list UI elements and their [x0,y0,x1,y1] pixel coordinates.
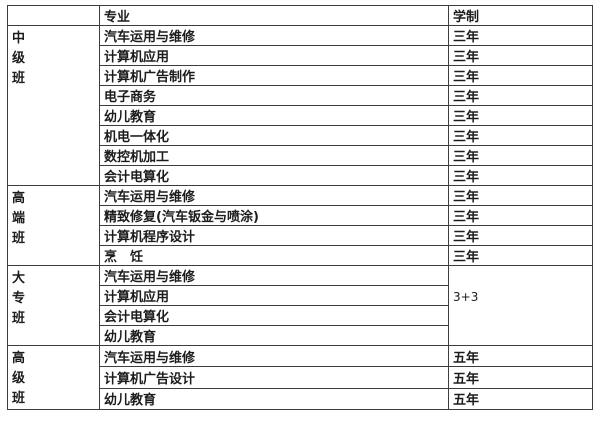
section-label-junior-college-class: 大 专 班 [7,265,100,346]
major-cell: 计算机广告制作 [99,65,449,86]
section-label-char: 高 [12,351,26,366]
duration-cell: 三年 [448,225,593,246]
section-label-char: 级 [12,371,26,386]
duration-cell: 三年 [448,245,593,266]
header-row: 专业 学制 [7,5,593,26]
major-cell: 烹 饪 [99,245,449,266]
table-row: 高 端 班 汽车运用与维修 三年 [7,185,593,266]
table-row: 会计电算化 [8,305,593,326]
section-label-char: 端 [12,211,26,226]
corner-cell [7,5,100,26]
major-cell: 精致修复(汽车钣金与喷涂) [99,205,449,226]
section-label-intermediate-class: 中 级 班 [7,25,100,186]
major-cell: 幼儿教育 [99,387,449,411]
duration-cell: 三年 [448,65,593,86]
duration-cell: 五年 [448,344,593,368]
duration-cell: 三年 [448,145,593,166]
table-row: 烹 饪 三年 [8,245,593,266]
major-cell: 幼儿教育 [99,325,449,346]
table-row: 机电一体化 三年 [8,125,593,146]
section-label-char: 班 [12,391,26,406]
major-cell: 计算机程序设计 [99,225,449,246]
section-label-char: 班 [12,231,26,246]
duration-cell: 三年 [448,25,593,46]
table-row: 计算机广告设计 五年 [8,366,593,389]
duration-cell: 五年 [448,387,593,411]
section-label-char: 高 [12,191,26,206]
duration-cell: 三年 [448,165,593,186]
duration-cell: 三年 [448,185,593,206]
section-label-char: 级 [12,51,26,66]
major-cell: 汽车运用与维修 [99,25,449,46]
programs-table: 专业 学制 中 级 班 汽车运用与维修 三年 计算机应用 三年 计算机广告制作 [7,5,593,411]
duration-cell: 三年 [448,205,593,226]
major-cell: 汽车运用与维修 [99,265,449,286]
major-cell: 会计电算化 [99,165,449,186]
major-cell: 汽车运用与维修 [99,344,449,368]
table-row: 电子商务 三年 [8,85,593,106]
section-label-char: 班 [12,311,26,326]
table-row: 计算机广告制作 三年 [8,65,593,86]
duration-cell: 五年 [448,366,593,389]
table-row: 幼儿教育 五年 [8,387,593,411]
major-cell: 电子商务 [99,85,449,106]
table-row: 数控机加工 三年 [8,145,593,166]
duration-cell-merged: 3+3 [448,265,593,346]
section-label-char: 中 [12,31,26,46]
table-row: 精致修复(汽车钣金与喷涂) 三年 [8,205,593,226]
section-label-high-end-class: 高 端 班 [7,185,100,266]
duration-cell: 三年 [448,105,593,126]
table-row: 计算机程序设计 三年 [8,225,593,246]
major-cell: 会计电算化 [99,305,449,326]
major-cell: 机电一体化 [99,125,449,146]
duration-cell: 三年 [448,125,593,146]
table-row: 高 级 班 汽车运用与维修 五年 [7,344,593,410]
major-cell: 计算机应用 [99,285,449,306]
header-major: 专业 [99,5,449,26]
table-row: 计算机应用 三年 [8,45,593,66]
major-cell: 计算机应用 [99,45,449,66]
header-duration: 学制 [448,5,593,26]
section-label-char: 班 [12,71,26,86]
table-row: 中 级 班 汽车运用与维修 三年 [7,25,593,186]
major-cell: 汽车运用与维修 [99,185,449,206]
section-label-char: 大 [12,271,26,286]
section-label-char: 专 [12,291,26,306]
duration-cell: 三年 [448,85,593,106]
table-row: 会计电算化 三年 [8,165,593,186]
major-cell: 幼儿教育 [99,105,449,126]
section-label-advanced-class: 高 级 班 [7,345,100,410]
table-row: 大 专 班 汽车运用与维修 3+3 [7,265,593,346]
major-cell: 数控机加工 [99,145,449,166]
duration-cell: 三年 [448,45,593,66]
major-cell: 计算机广告设计 [99,366,449,389]
